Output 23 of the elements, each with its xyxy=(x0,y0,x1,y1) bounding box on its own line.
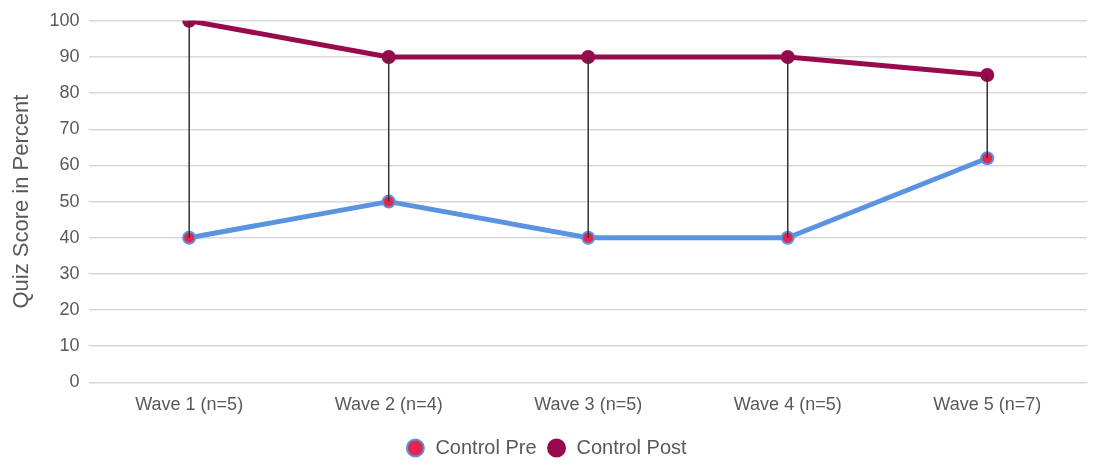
y-tick-label: 80 xyxy=(59,82,80,103)
point xyxy=(381,49,396,64)
y-tick-label: 100 xyxy=(49,9,80,30)
y-tick-label: 10 xyxy=(59,335,80,356)
y-tick-label: 20 xyxy=(59,299,80,320)
x-tick-label: Wave 4 (n=5) xyxy=(733,394,842,415)
point xyxy=(780,49,795,64)
y-tick-label: 60 xyxy=(59,154,80,175)
x-tick-label: Wave 1 (n=5) xyxy=(135,394,244,415)
y-tick-label: 70 xyxy=(59,118,80,139)
point xyxy=(381,194,396,209)
y-tick-label: 40 xyxy=(59,226,80,247)
point xyxy=(780,230,795,245)
y-tick-label: 50 xyxy=(59,190,80,211)
legend-label: Control Pre xyxy=(435,435,537,458)
x-tick-label: Wave 3 (n=5) xyxy=(534,394,643,415)
y-tick-label: 90 xyxy=(59,45,80,66)
legend-label: Control Post xyxy=(576,435,688,458)
y-tick-label: 30 xyxy=(59,262,80,283)
x-tick-label: Wave 2 (n=4) xyxy=(334,394,443,415)
y-tick-label: 0 xyxy=(69,371,80,392)
y-axis-title: Quiz Score in Percent xyxy=(8,94,34,309)
x-tick-label: Wave 5 (n=7) xyxy=(933,394,1042,415)
